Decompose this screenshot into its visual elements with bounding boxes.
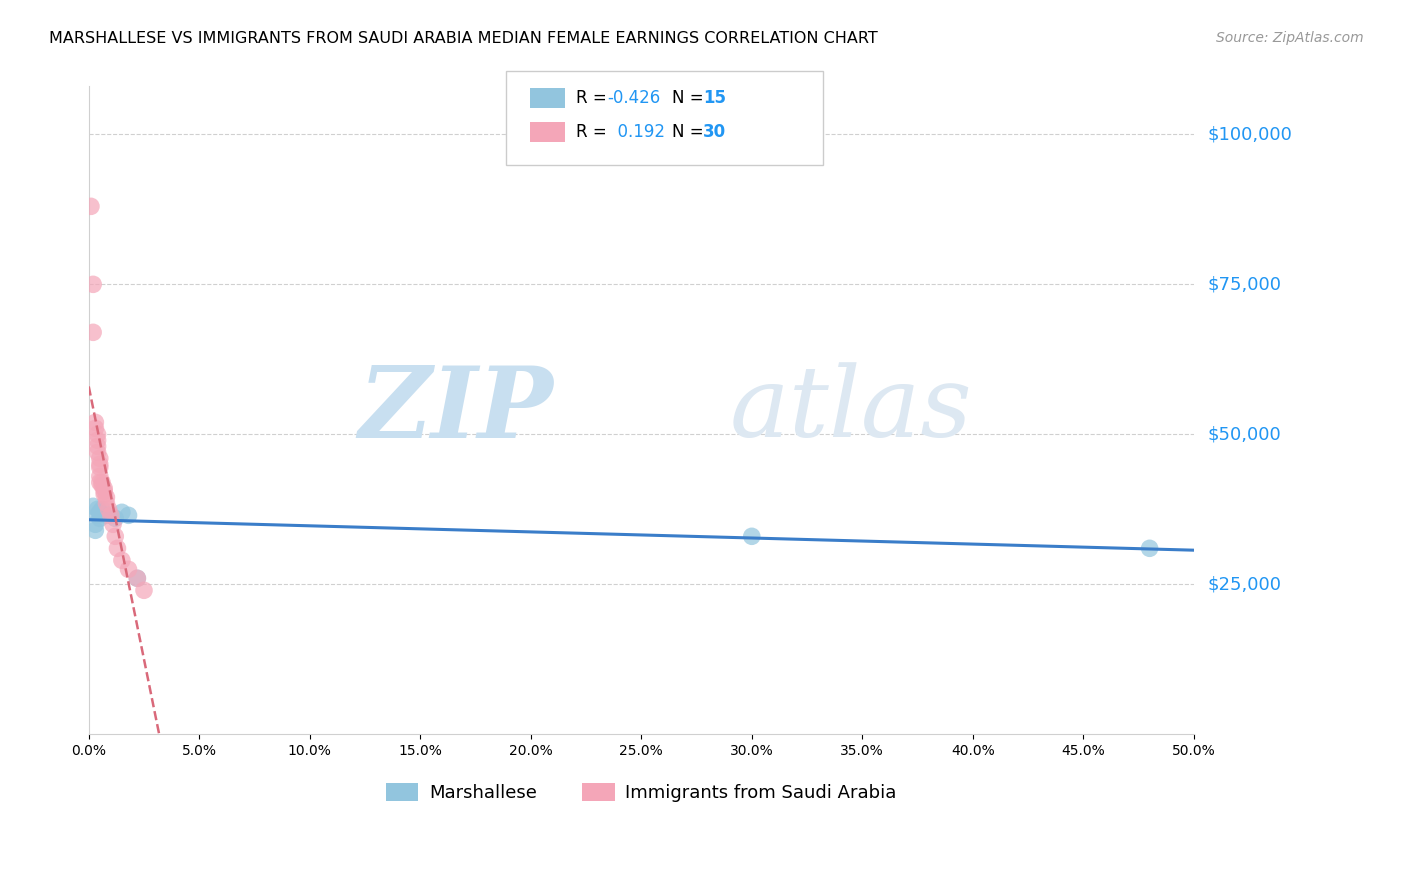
Point [104,511,127,525]
Point [84,421,107,435]
Point [82,326,104,340]
Point [89,469,111,483]
Text: MARSHALLESE VS IMMIGRANTS FROM SAUDI ARABIA MEDIAN FEMALE EARNINGS CORRELATION C: MARSHALLESE VS IMMIGRANTS FROM SAUDI ARA… [49,31,877,46]
Point [132,583,155,598]
Point [111,553,134,567]
Text: R =: R = [576,89,613,107]
Point [86,508,108,523]
Point [89,505,111,519]
Text: 30: 30 [703,123,725,141]
Point [89,458,111,472]
Text: 0.192: 0.192 [607,123,665,141]
Point [107,541,129,556]
Point [741,529,763,543]
Point [117,562,139,576]
Point [89,451,111,466]
Point [117,508,139,523]
Point [1139,541,1161,556]
Point [104,529,127,543]
Point [86,434,108,448]
Point [86,439,108,453]
Point [89,460,111,475]
Point [91,502,114,516]
Text: N =: N = [672,89,709,107]
Point [84,415,107,429]
Text: 15: 15 [703,89,725,107]
Point [93,484,115,499]
Text: $75,000: $75,000 [1208,276,1282,293]
Point [86,502,108,516]
Point [86,445,108,459]
Text: R =: R = [576,123,613,141]
Point [89,511,111,525]
Point [91,475,114,490]
Point [127,571,149,585]
Point [93,481,115,495]
Point [96,491,118,505]
Point [96,496,118,510]
Text: $25,000: $25,000 [1208,575,1282,593]
Point [91,478,114,492]
Text: ZIP: ZIP [359,362,553,458]
Point [82,277,104,292]
Point [97,502,120,516]
Text: $50,000: $50,000 [1208,425,1281,443]
Point [100,508,122,523]
Text: N =: N = [672,123,709,141]
Point [93,487,115,501]
Point [86,427,108,442]
Point [82,500,104,514]
Point [84,517,107,532]
Text: Source: ZipAtlas.com: Source: ZipAtlas.com [1216,31,1364,45]
Point [96,508,118,523]
Point [111,505,134,519]
Point [127,571,149,585]
Point [101,517,124,532]
Text: $100,000: $100,000 [1208,126,1292,144]
Legend: Marshallese, Immigrants from Saudi Arabia: Marshallese, Immigrants from Saudi Arabi… [378,776,904,810]
Text: -0.426: -0.426 [607,89,661,107]
Point [84,524,107,538]
Point [89,475,111,490]
Point [80,199,103,213]
Text: atlas: atlas [730,363,973,458]
